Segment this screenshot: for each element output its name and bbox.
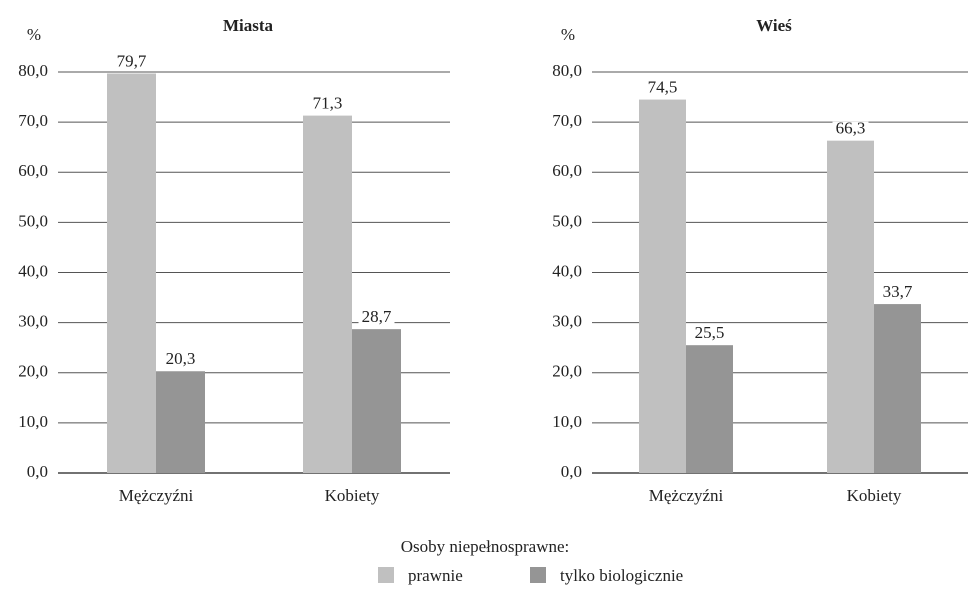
y-tick-label: 70,0 [18,111,48,130]
y-tick-label: 40,0 [18,261,48,280]
y-axis-label: % [27,25,41,44]
bar [827,140,874,473]
chart-title: Miasta [223,16,274,35]
y-axis-label: % [561,25,575,44]
y-tick-label: 50,0 [552,211,582,230]
label-bg [358,310,395,327]
y-tick-label: 20,0 [552,362,582,381]
data-label: 33,7 [883,282,913,301]
label-bg [309,96,346,113]
data-label: 79,7 [117,51,147,70]
x-tick-label: Kobiety [847,486,902,505]
y-tick-label: 30,0 [18,312,48,331]
legend-label: prawnie [408,566,463,585]
legend-title: Osoby niepełnosprawne: [401,537,570,556]
bar [156,371,205,473]
label-bg [113,54,150,71]
label-bg [644,80,681,97]
y-tick-label: 10,0 [552,412,582,431]
bar [686,345,733,473]
label-bg [691,326,728,343]
bar [107,73,156,473]
legend-swatch [378,567,394,583]
legend-swatch [530,567,546,583]
y-tick-label: 10,0 [18,412,48,431]
bar [303,115,352,473]
y-tick-label: 50,0 [18,211,48,230]
x-tick-label: Mężczyźni [649,486,724,505]
data-label: 25,5 [695,323,725,342]
y-tick-label: 40,0 [552,261,582,280]
bar [352,329,401,473]
legend-label: tylko biologicznie [560,566,683,585]
data-label: 71,3 [313,94,343,113]
y-tick-label: 60,0 [18,161,48,180]
data-label: 66,3 [836,119,866,138]
label-bg [832,121,869,138]
y-tick-label: 0,0 [561,462,582,481]
data-label: 28,7 [362,307,392,326]
y-tick-label: 30,0 [552,312,582,331]
chart-title: Wieś [756,16,792,35]
y-tick-label: 0,0 [27,462,48,481]
y-tick-label: 80,0 [552,61,582,80]
data-label: 20,3 [166,349,196,368]
bar [639,99,686,473]
label-bg [879,285,916,302]
y-tick-label: 60,0 [552,161,582,180]
bar [874,304,921,473]
x-tick-label: Kobiety [325,486,380,505]
x-tick-label: Mężczyźni [119,486,194,505]
label-bg [162,352,199,369]
y-tick-label: 80,0 [18,61,48,80]
y-tick-label: 70,0 [552,111,582,130]
y-tick-label: 20,0 [18,362,48,381]
data-label: 74,5 [648,77,678,96]
